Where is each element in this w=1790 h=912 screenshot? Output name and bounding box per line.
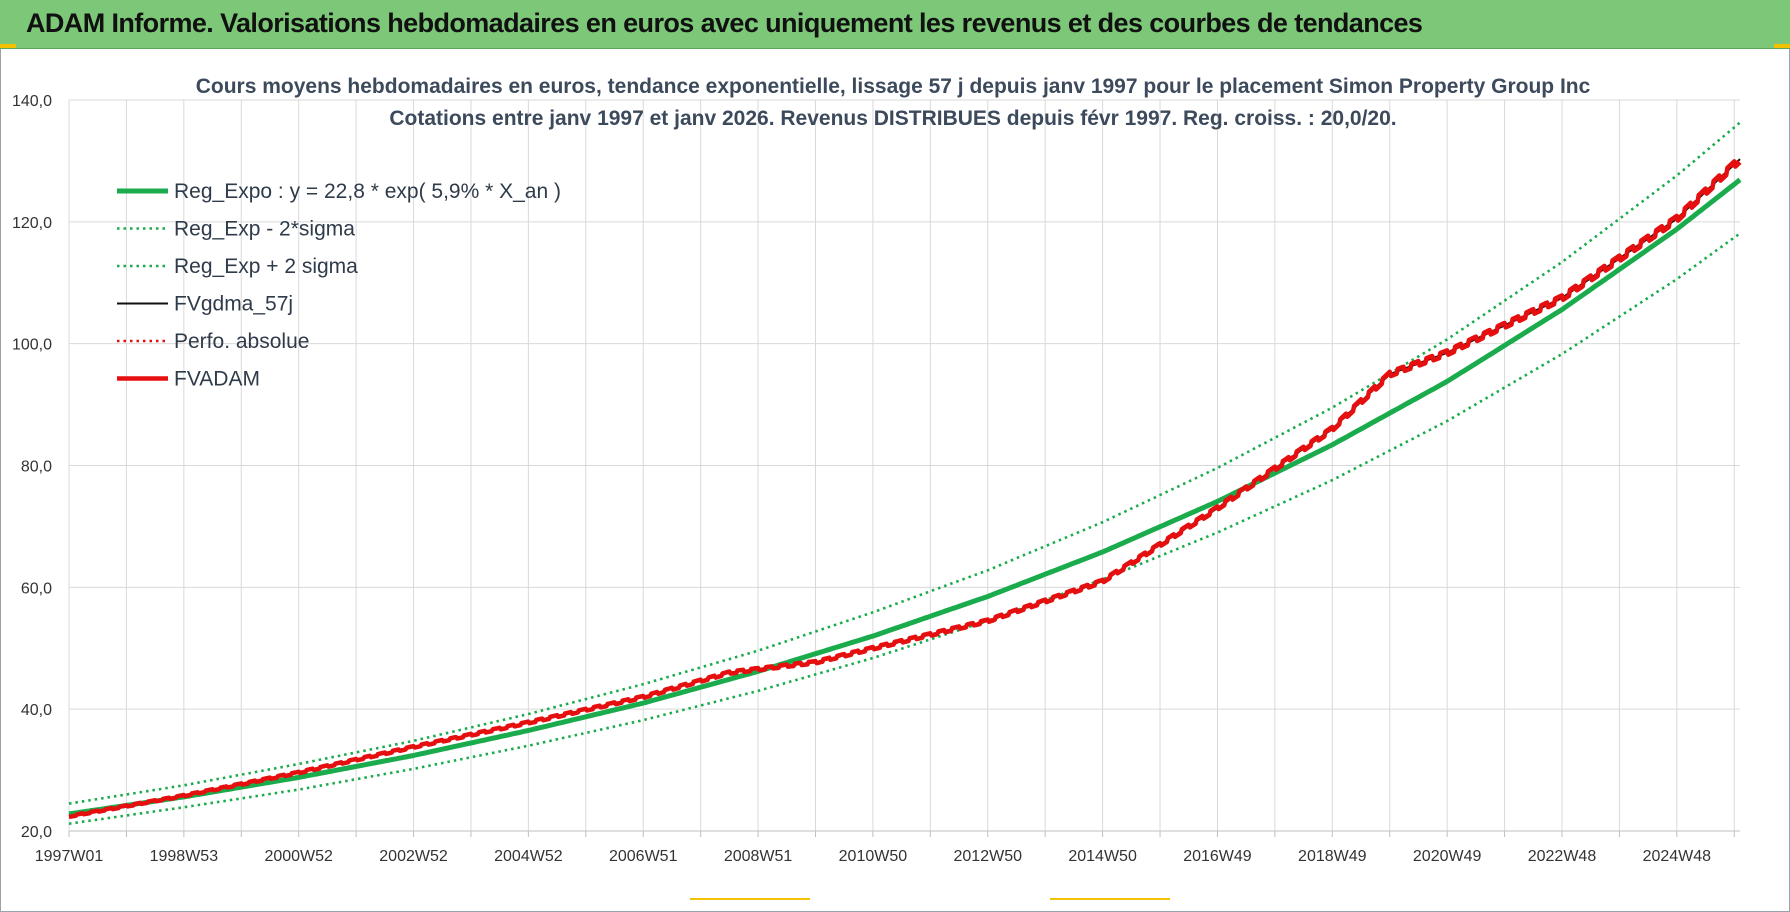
x-tick-label: 2020W49 xyxy=(1413,848,1482,865)
x-axis: 1997W01 1998W53 2000W52 2002W52 2004W52 2006W… xyxy=(35,831,1735,865)
x-tick-label: 2000W52 xyxy=(264,848,333,865)
y-tick-label: 40,0 xyxy=(21,702,52,719)
series-lines xyxy=(67,121,1742,825)
x-tick-label: 1997W01 xyxy=(35,848,104,865)
chart-title: Cours moyens hebdomadaires en euros, ten… xyxy=(196,75,1591,98)
legend-label: Reg_Exp - 2*sigma xyxy=(174,218,355,241)
legend-label: FVADAM xyxy=(174,368,260,391)
corner-mark-top-right xyxy=(1774,44,1790,48)
x-tick-label: 2012W50 xyxy=(954,848,1023,865)
x-tick-label: 2006W51 xyxy=(609,848,678,865)
x-tick-label: 2008W51 xyxy=(724,848,793,865)
x-tick-label: 2022W48 xyxy=(1528,848,1597,865)
report-title: ADAM Informe. Valorisations hebdomadaire… xyxy=(26,8,1423,38)
x-tick-label: 1998W53 xyxy=(150,848,219,865)
x-tick-label: 2004W52 xyxy=(494,848,563,865)
y-tick-label: 120,0 xyxy=(12,215,52,232)
x-tick-label: 2010W50 xyxy=(839,848,908,865)
y-tick-label: 80,0 xyxy=(21,459,52,476)
legend-label: FVgdma_57j xyxy=(174,293,293,316)
series-line-2 xyxy=(68,121,1741,805)
x-tick-label: 2016W49 xyxy=(1183,848,1252,865)
legend-label: Perfo. absolue xyxy=(174,330,309,353)
series-line-0 xyxy=(68,177,1742,817)
grid-lines xyxy=(68,99,1740,832)
series-line-1 xyxy=(68,232,1741,825)
chart-subtitle: Cotations entre janv 1997 et janv 2026. … xyxy=(389,107,1396,130)
x-tick-label: 2024W48 xyxy=(1643,848,1712,865)
x-tick-label: 2002W52 xyxy=(379,848,448,865)
legend: Reg_Expo : y = 22,8 * exp( 5,9% * X_an )… xyxy=(117,180,561,391)
y-tick-label: 20,0 xyxy=(21,824,52,841)
corner-mark-bottom-left xyxy=(690,898,810,900)
y-axis: 20,0 40,0 60,0 80,0 100,0 120,0 140,0 xyxy=(12,93,52,841)
legend-label: Reg_Exp + 2 sigma xyxy=(174,255,358,278)
corner-mark-bottom-right xyxy=(1050,898,1170,900)
series-line-5 xyxy=(67,159,1742,820)
report-header: ADAM Informe. Valorisations hebdomadaire… xyxy=(0,0,1790,49)
x-tick-label: 2018W49 xyxy=(1298,848,1367,865)
legend-label: Reg_Expo : y = 22,8 * exp( 5,9% * X_an ) xyxy=(174,180,561,203)
y-tick-label: 100,0 xyxy=(12,337,52,354)
y-tick-label: 60,0 xyxy=(21,580,52,597)
x-tick-label: 2014W50 xyxy=(1068,848,1137,865)
y-tick-label: 140,0 xyxy=(12,93,52,110)
corner-mark-top-left xyxy=(0,44,16,48)
